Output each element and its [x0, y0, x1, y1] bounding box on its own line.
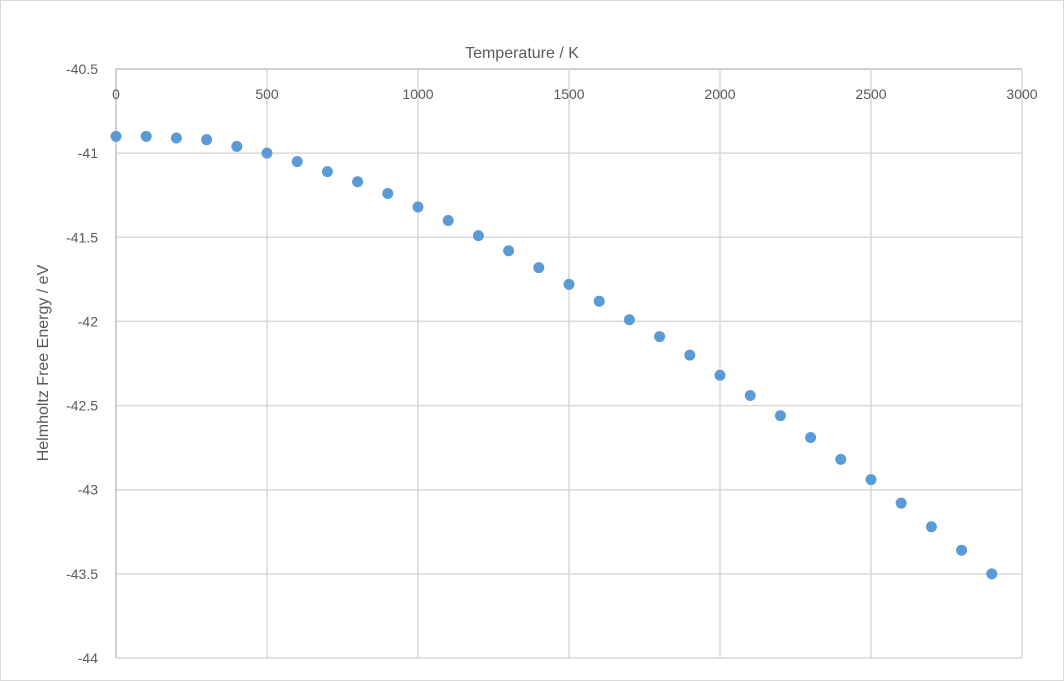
y-tick-label: -41.5	[66, 229, 98, 245]
data-point	[291, 156, 303, 168]
data-point	[563, 278, 575, 290]
data-point	[261, 147, 273, 159]
data-point	[835, 453, 847, 465]
data-point	[472, 230, 484, 242]
data-points	[110, 130, 998, 580]
y-tick-label: -41	[78, 145, 98, 161]
data-point	[865, 474, 877, 486]
data-point	[956, 544, 968, 556]
y-tick-label: -43.5	[66, 566, 98, 582]
x-tick-label: 1500	[553, 86, 584, 102]
data-point	[412, 201, 424, 213]
data-point	[805, 432, 817, 444]
data-point	[774, 410, 786, 422]
x-tick-label: 1000	[402, 86, 433, 102]
y-tick-label: -40.5	[66, 61, 98, 77]
y-tick-label: -43	[78, 482, 98, 498]
x-tick-label: 2500	[855, 86, 886, 102]
data-point	[321, 166, 333, 178]
data-point	[382, 188, 394, 200]
data-point	[352, 176, 364, 188]
x-axis-title: Temperature / K	[465, 45, 579, 62]
data-point	[110, 130, 122, 142]
data-point	[231, 140, 243, 152]
tick-labels: -40.5 -41 -41.5 -42 -42.5 -43 -43.5 -44 0 500 1000…	[66, 61, 1038, 666]
data-point	[593, 295, 605, 307]
x-tick-label: 3000	[1006, 86, 1037, 102]
data-point	[895, 497, 907, 509]
data-point	[714, 369, 726, 381]
data-point	[684, 349, 696, 361]
data-point	[654, 331, 666, 343]
data-point	[201, 134, 213, 146]
data-point	[744, 389, 756, 401]
gridlines	[115, 68, 1023, 659]
y-tick-label: -42.5	[66, 398, 98, 414]
data-point	[503, 245, 515, 257]
data-point	[442, 214, 454, 226]
data-point	[925, 521, 937, 533]
x-tick-label: 0	[112, 86, 120, 102]
data-point	[140, 130, 152, 142]
x-tick-label: 500	[255, 86, 279, 102]
y-tick-label: -44	[78, 650, 98, 666]
y-axis-title: Helmholtz Free Energy / eV	[35, 264, 52, 461]
y-tick-label: -42	[78, 313, 98, 329]
data-point	[533, 262, 545, 274]
x-tick-label: 2000	[704, 86, 735, 102]
data-point	[170, 132, 182, 144]
data-point	[623, 314, 635, 326]
data-point	[986, 568, 998, 580]
